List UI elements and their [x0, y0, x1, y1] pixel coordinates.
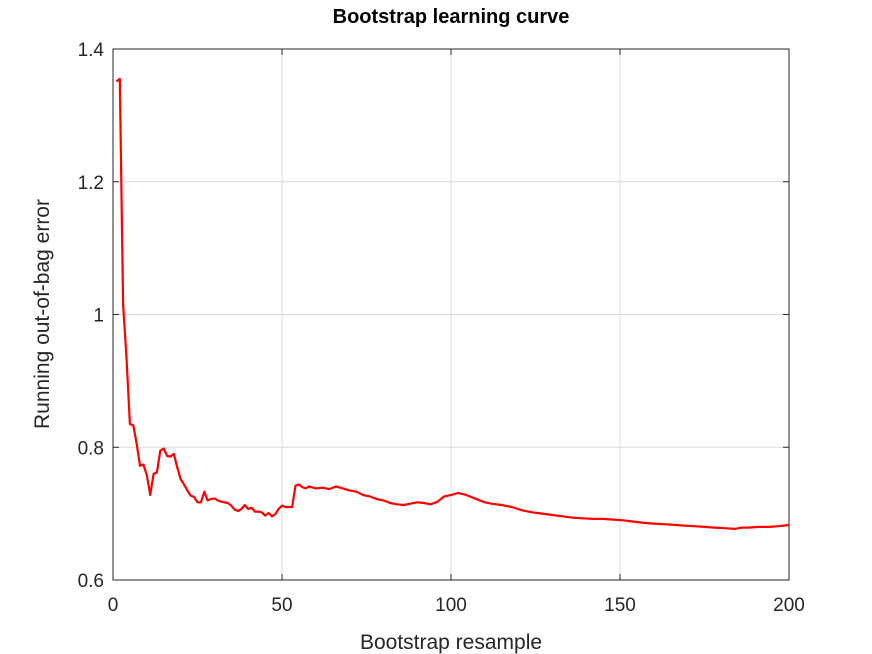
tick-layer: 0 50 100 150 200 0.6 0.8 1 1.2 1.4: [78, 40, 805, 616]
y-tick-label: 0.6: [78, 571, 104, 592]
y-tick-label: 1.2: [78, 173, 104, 194]
series-layer: [115, 77, 790, 531]
y-tick-label: 1.4: [78, 40, 105, 61]
chart-title: Bootstrap learning curve: [333, 6, 570, 28]
x-tick-label: 200: [773, 595, 805, 616]
y-tick-label: 0.8: [78, 438, 104, 459]
x-tick-label: 50: [271, 595, 292, 616]
y-tick-label: 1: [93, 306, 104, 327]
x-axis-label: Bootstrap resample: [360, 631, 542, 654]
x-tick-label: 150: [604, 595, 636, 616]
x-tick-label: 100: [435, 595, 467, 616]
y-axis-label: Running out-of-bag error: [31, 199, 54, 429]
x-tick-label: 0: [108, 595, 119, 616]
oob-error-series-line: [115, 77, 790, 531]
grid-layer: [113, 49, 789, 580]
